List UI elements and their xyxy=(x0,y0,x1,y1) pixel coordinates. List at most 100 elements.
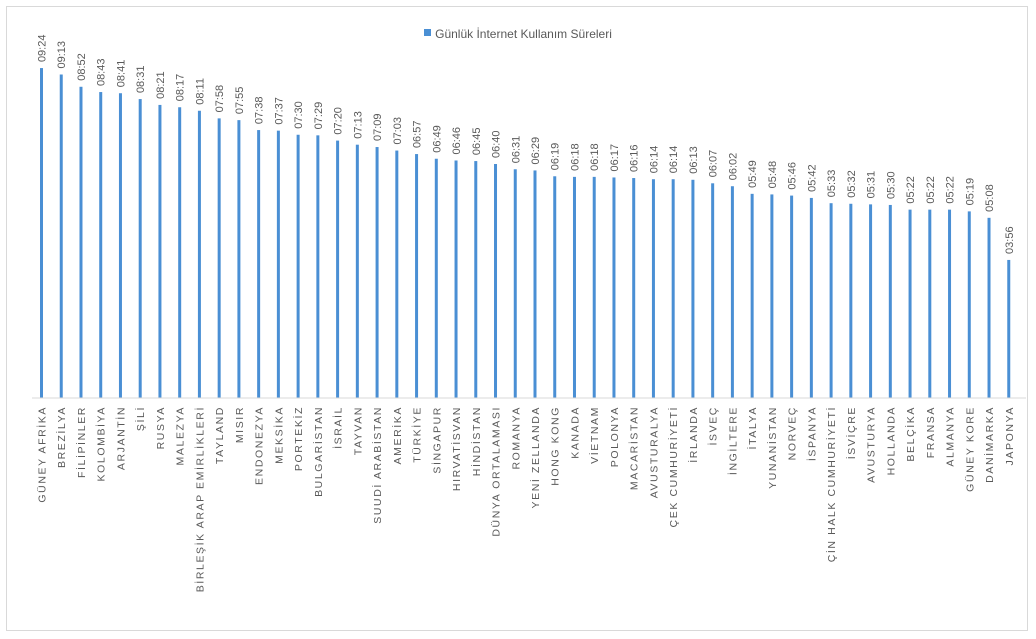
category-label: AVUSTURYA xyxy=(866,406,878,483)
category-label: MACARİSTAN xyxy=(628,406,641,490)
bar-value-label: 05:33 xyxy=(826,170,838,198)
bar-value-label: 06:45 xyxy=(471,128,483,156)
bar-value-label: 09:24 xyxy=(37,35,49,63)
bar-value-label: 08:11 xyxy=(194,78,206,105)
category-label: YENİ ZELLANDA xyxy=(529,406,542,509)
bar-value-label: 07:37 xyxy=(273,97,285,125)
category-label: PORTEKİZ xyxy=(292,406,305,471)
bar xyxy=(1007,259,1011,398)
bar xyxy=(118,93,122,398)
bar-value-label: 06:57 xyxy=(412,121,424,149)
bar xyxy=(513,169,517,398)
category-label: KANADA xyxy=(569,406,581,459)
bar-value-label: 05:22 xyxy=(925,176,937,204)
bar xyxy=(790,195,794,398)
bar xyxy=(948,209,952,398)
category-label: İSRAİL xyxy=(332,406,345,449)
category-label: KOLOMBİYA xyxy=(95,406,108,481)
bar-value-label: 05:42 xyxy=(806,164,818,192)
bar xyxy=(99,92,103,399)
bar-value-label: 07:13 xyxy=(352,111,364,139)
bar-value-label: 05:22 xyxy=(945,176,957,204)
bar-value-label: 08:52 xyxy=(76,53,88,81)
bar-value-label: 06:18 xyxy=(589,143,601,171)
bar-value-label: 07:29 xyxy=(313,102,325,130)
bar xyxy=(40,68,43,398)
bar-value-label: 07:20 xyxy=(333,107,345,135)
bar-value-label: 05:08 xyxy=(984,184,996,212)
bar-value-label: 05:31 xyxy=(866,171,878,199)
bar xyxy=(572,176,576,398)
category-label: ÇİN HALK CUMHURİYETİ xyxy=(825,406,838,562)
category-label: ARJANTİN xyxy=(114,406,127,470)
bar xyxy=(434,158,438,398)
bar xyxy=(375,147,379,398)
bar xyxy=(612,177,616,398)
bar xyxy=(553,176,557,398)
bar-value-label: 07:55 xyxy=(234,87,246,115)
bar xyxy=(217,118,221,399)
category-label: BULGARİSTAN xyxy=(312,406,325,497)
bar-value-label: 07:38 xyxy=(254,97,266,125)
category-label: ÇEK CUMHURİYETİ xyxy=(667,406,680,527)
legend: Günlük İnternet Kullanım Süreleri xyxy=(0,26,1036,41)
legend-swatch xyxy=(424,29,432,37)
bar-value-label: 06:07 xyxy=(708,150,720,178)
bar-value-label: 07:09 xyxy=(372,114,384,142)
bar xyxy=(494,164,498,398)
bar xyxy=(632,178,636,398)
category-label: İSVEÇ xyxy=(707,406,720,446)
bar xyxy=(276,130,280,398)
bar-value-label: 05:46 xyxy=(787,162,799,190)
bar-value-label: 05:32 xyxy=(846,170,858,198)
category-label: BELÇİKA xyxy=(904,406,917,462)
bar xyxy=(336,140,340,398)
category-label: HOLLANDA xyxy=(885,406,897,475)
category-label: NORVEÇ xyxy=(787,406,799,460)
category-label: İSPANYA xyxy=(805,406,818,461)
bar xyxy=(849,203,853,398)
category-label: GÜNEY KORE xyxy=(964,406,976,492)
bar-value-label: 05:48 xyxy=(767,161,779,189)
bar xyxy=(454,160,458,398)
bar xyxy=(474,161,478,398)
category-label: FİLİPİNLER xyxy=(75,406,88,478)
category-label: GÜNEY AFRİKA xyxy=(36,406,49,503)
bar xyxy=(671,179,675,398)
category-label: BREZİLYA xyxy=(55,406,68,468)
category-label: TAYLAND xyxy=(214,406,226,464)
bar-value-label: 06:46 xyxy=(451,127,463,155)
bar-value-label: 06:49 xyxy=(431,125,443,153)
bar xyxy=(888,204,892,398)
bar xyxy=(415,154,419,398)
bar-value-label: 06:17 xyxy=(609,144,621,172)
bar xyxy=(730,186,734,398)
bar xyxy=(533,170,537,398)
bar xyxy=(829,203,833,398)
category-label: ŞİLİ xyxy=(134,406,147,431)
category-label: DANİMARKA xyxy=(983,406,996,483)
category-label: YUNANİSTAN xyxy=(766,406,779,489)
category-label: HİNDİSTAN xyxy=(470,406,483,476)
category-label: MALEZYA xyxy=(175,406,187,465)
bar-value-label: 06:29 xyxy=(530,137,542,165)
bar xyxy=(158,104,162,399)
bar xyxy=(869,204,873,398)
bar-value-label: 09:13 xyxy=(56,41,68,69)
category-label: ROMANYA xyxy=(510,406,522,470)
bar-value-label: 06:40 xyxy=(491,130,503,158)
category-label: İRLANDA xyxy=(687,406,700,463)
bar xyxy=(79,86,83,398)
bar xyxy=(770,194,774,398)
category-label: ALMANYA xyxy=(945,406,957,467)
bar xyxy=(711,183,715,398)
category-label: POLONYA xyxy=(609,406,621,467)
bar-value-label: 07:30 xyxy=(293,101,305,129)
bar-value-label: 06:19 xyxy=(550,143,562,171)
bar-value-label: 03:56 xyxy=(1004,226,1016,254)
category-label: TÜRKİYE xyxy=(411,406,424,463)
category-label: BİRLEŞİK ARAP EMİRLİKLERİ xyxy=(193,406,206,592)
category-label: ENDONEZYA xyxy=(254,406,266,485)
bar-value-label: 07:03 xyxy=(392,117,404,145)
